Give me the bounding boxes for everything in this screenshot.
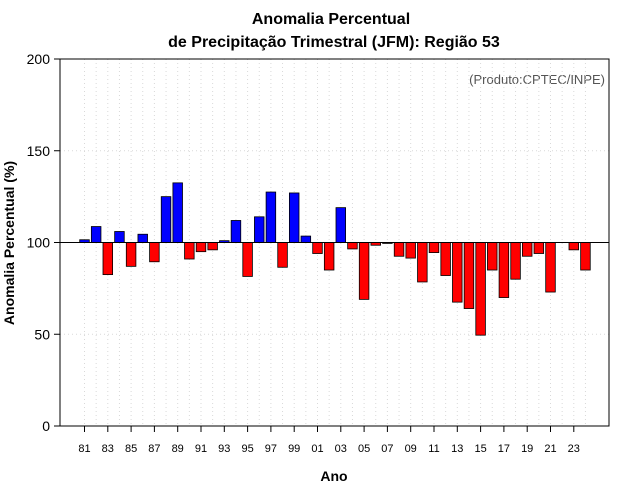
x-tick-label: 03	[335, 443, 347, 455]
x-tick-label: 99	[288, 443, 300, 455]
bar	[114, 231, 125, 243]
bar	[137, 233, 148, 243]
bar	[568, 242, 580, 251]
bar	[184, 242, 195, 260]
x-tick-label: 23	[568, 443, 580, 455]
x-tick-label: 89	[172, 443, 184, 455]
bar	[312, 242, 323, 254]
x-tick-label: 87	[148, 443, 160, 455]
bar	[102, 242, 114, 276]
x-axis-label: Ano	[320, 468, 347, 484]
bar	[498, 242, 510, 298]
bar	[195, 242, 207, 253]
bar	[522, 242, 533, 257]
x-tick-label: 97	[265, 443, 277, 455]
bar	[149, 242, 160, 263]
x-tick-label: 13	[451, 443, 463, 455]
bar	[242, 242, 253, 277]
bar	[265, 191, 277, 243]
bar	[323, 242, 335, 271]
bar	[347, 242, 358, 250]
bar	[452, 242, 463, 303]
y-tick-label: 0	[42, 418, 50, 434]
x-tick-label: 95	[241, 443, 253, 455]
bar	[300, 235, 312, 243]
bar	[487, 242, 498, 271]
x-tick-label: 91	[195, 443, 207, 455]
bar	[358, 242, 370, 300]
y-tick-label: 150	[27, 143, 51, 159]
bar	[254, 216, 265, 243]
x-tick-label: 01	[311, 443, 323, 455]
x-tick-label: 05	[358, 443, 370, 455]
axes: 0 50 100 150 200 81 83 85 87 89 91 93 95 97 99 01 03 05 07…	[27, 51, 610, 455]
bar	[125, 242, 137, 267]
bar	[288, 192, 300, 243]
bar	[428, 242, 440, 253]
x-tick-label: 85	[125, 443, 137, 455]
bar	[417, 242, 428, 283]
bar	[510, 242, 521, 280]
bar	[440, 242, 451, 276]
x-tick-label: 17	[498, 443, 510, 455]
y-tick-label: 100	[27, 235, 51, 251]
y-tick-label: 200	[27, 51, 51, 67]
bar	[393, 242, 405, 257]
chart-title: Anomalia Percentual	[252, 11, 410, 28]
bar	[463, 242, 475, 309]
x-tick-label: 81	[78, 443, 90, 455]
x-tick-label: 93	[218, 443, 230, 455]
x-tick-label: 07	[381, 443, 393, 455]
x-tick-label: 11	[428, 443, 439, 455]
bar	[335, 207, 347, 243]
bar	[533, 242, 545, 254]
y-tick-label: 50	[34, 326, 50, 342]
bar	[277, 242, 288, 268]
x-tick-label: 19	[521, 443, 533, 455]
bar	[172, 182, 183, 243]
bar	[90, 226, 102, 243]
x-tick-label: 21	[544, 443, 556, 455]
bar	[207, 242, 218, 251]
bar	[405, 242, 416, 259]
bars	[79, 182, 591, 336]
x-tick-label: 83	[102, 443, 114, 455]
bar	[580, 242, 591, 271]
bar	[545, 242, 556, 293]
bar	[160, 196, 172, 243]
chart-subtitle: de Precipitação Trimestral (JFM): Região…	[168, 34, 500, 51]
y-axis-label: Anomalia Percentual (%)	[1, 161, 17, 325]
bar	[230, 220, 242, 243]
x-tick-label: 15	[474, 443, 486, 455]
credit-label: (Produto:CPTEC/INPE)	[469, 72, 605, 87]
bar	[475, 242, 486, 336]
x-tick-label: 09	[405, 443, 417, 455]
